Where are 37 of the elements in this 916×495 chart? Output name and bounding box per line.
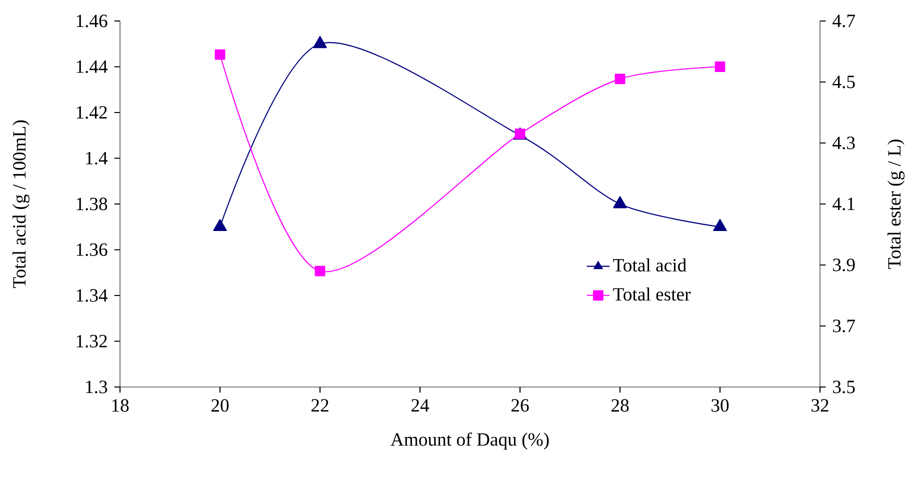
x-tick-label: 24 [411,399,430,412]
y2-tick-label: 3.5 [833,380,855,394]
y-tick-label: 1.46 [76,14,108,28]
y-tick-label: 1.3 [86,380,108,394]
x-tick-label: 22 [311,399,328,412]
x-tick-label: 32 [812,399,828,412]
point [614,74,626,84]
point [713,218,727,232]
y2-tick-label: 4.7 [832,14,855,28]
x-tick-label: 28 [611,399,629,412]
y2-tick-label: 3.9 [833,258,855,272]
y2-axis-title: Total ester (g / L) [888,140,905,269]
legend-label: Total acid [613,258,686,272]
point [714,62,726,72]
y-tick-label: 1.42 [76,106,107,119]
x-tick-label: 26 [511,399,529,412]
x-axis-title: Amount of Daqu (%) [390,432,549,450]
y2-tick-label: 4.5 [832,76,855,88]
x-tick-label: 18 [112,399,129,412]
point [214,49,226,60]
legend-label: Total ester [613,288,691,301]
x-tick-label: 20 [211,399,229,412]
y-tick-label: 1.4 [86,152,108,165]
y-tick-label: 1.38 [76,198,108,210]
y-axis-title: Total acid (g / 100mL) [12,120,30,288]
y2-tick-label: 4.3 [832,136,855,150]
point [314,266,326,276]
point [613,196,627,208]
y-tick-label: 1.36 [76,243,108,256]
point [213,218,227,232]
y-tick-label: 1.44 [76,60,108,74]
y2-tick-label: 4.1 [832,198,854,210]
y-tick-label: 1.32 [76,334,107,348]
y2-tick-label: 3.7 [833,320,855,332]
point [313,36,327,48]
y-tick-label: 1.34 [76,289,108,302]
x-tick-label: 30 [712,399,729,412]
